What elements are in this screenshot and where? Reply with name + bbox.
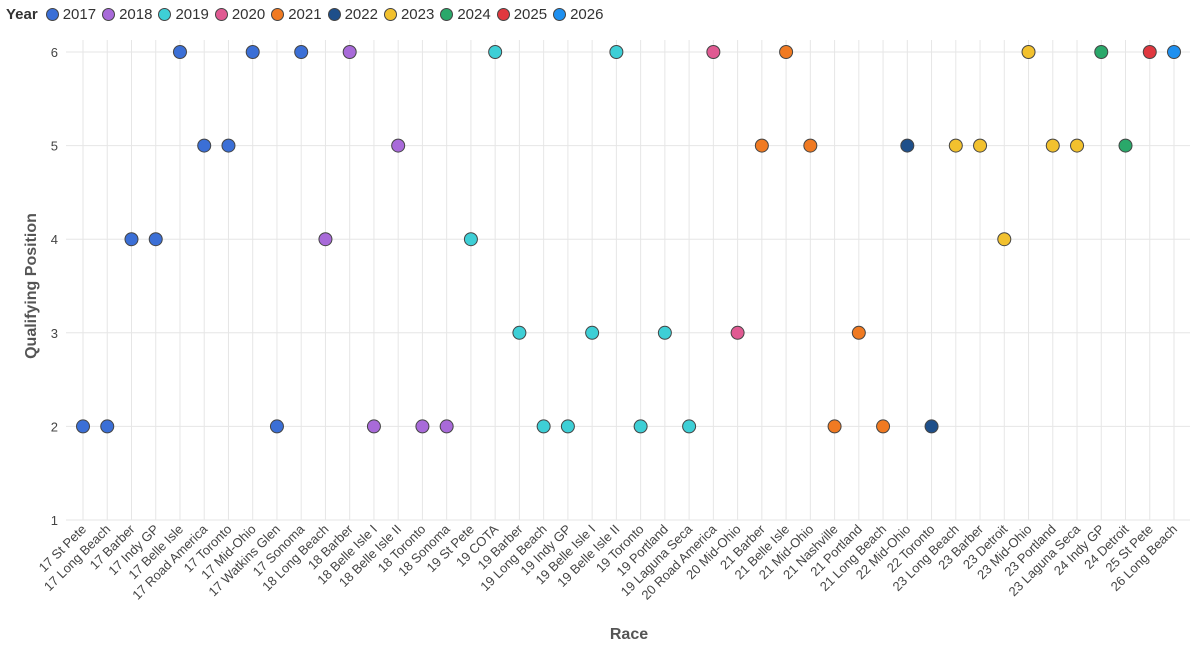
legend-swatch: [45, 8, 59, 21]
legend-swatch: [214, 8, 228, 21]
legend-title: Year: [6, 6, 38, 23]
data-point[interactable]: [1142, 45, 1157, 59]
legend-item-2022: 2022: [327, 6, 378, 23]
legend-item-2024: 2024: [440, 6, 491, 23]
y-tick-label: 5: [51, 139, 58, 154]
data-point[interactable]: [560, 419, 575, 434]
data-point[interactable]: [682, 419, 697, 434]
data-point[interactable]: [488, 45, 503, 59]
chart-legend: Year 2017 2018 2019 2020 2021 2022 2023 2024 202…: [6, 6, 609, 23]
data-point[interactable]: [803, 138, 818, 153]
data-point[interactable]: [512, 325, 527, 340]
legend-swatch: [440, 8, 454, 21]
data-point[interactable]: [197, 138, 212, 153]
legend-item-2017: 2017: [45, 6, 97, 23]
legend-item-2023: 2023: [383, 6, 435, 23]
data-point[interactable]: [439, 419, 454, 434]
data-point[interactable]: [779, 45, 794, 59]
data-point[interactable]: [1167, 45, 1181, 59]
y-tick-labels: 1 2 3 4 5 6: [51, 45, 58, 528]
y-tick-label: 6: [51, 45, 58, 60]
data-point[interactable]: [827, 419, 842, 434]
data-point[interactable]: [1021, 45, 1036, 59]
legend-item-2019: 2019: [158, 6, 209, 23]
legend-label: 2025: [513, 6, 548, 23]
data-point[interactable]: [657, 325, 672, 340]
data-point[interactable]: [1045, 138, 1060, 153]
data-point[interactable]: [851, 325, 866, 340]
data-point[interactable]: [633, 419, 648, 434]
data-point[interactable]: [366, 419, 381, 434]
legend-swatch: [327, 8, 341, 21]
legend-item-2025: 2025: [496, 6, 548, 23]
data-point[interactable]: [876, 419, 891, 434]
data-point[interactable]: [536, 419, 551, 434]
data-point[interactable]: [1070, 138, 1085, 153]
data-point[interactable]: [415, 419, 430, 434]
data-point[interactable]: [172, 45, 187, 59]
data-point[interactable]: [318, 232, 333, 247]
legend-item-2021: 2021: [271, 6, 322, 23]
legend-label: 2022: [344, 6, 378, 23]
legend-label: 2018: [119, 6, 153, 23]
legend-items: 2017 2018 2019 2020 2021 2022 2023 2024 2025 2026: [45, 6, 610, 23]
data-point[interactable]: [100, 419, 115, 434]
data-point[interactable]: [76, 419, 90, 434]
data-point[interactable]: [997, 232, 1012, 247]
legend-item-2020: 2020: [214, 6, 266, 23]
data-point[interactable]: [221, 138, 236, 153]
data-point[interactable]: [585, 325, 600, 340]
data-point[interactable]: [973, 138, 988, 153]
data-point[interactable]: [391, 138, 406, 153]
data-point[interactable]: [924, 419, 939, 434]
legend-swatch: [102, 8, 116, 21]
legend-item-2018: 2018: [102, 6, 152, 23]
legend-label: 2026: [570, 6, 604, 23]
data-point[interactable]: [463, 232, 478, 247]
legend-swatch: [496, 8, 510, 21]
y-tick-label: 1: [51, 513, 58, 528]
legend-swatch: [383, 8, 397, 21]
y-tick-label: 3: [51, 326, 58, 341]
legend-label: 2021: [288, 6, 322, 23]
legend-swatch: [553, 8, 567, 21]
data-points: [76, 45, 1181, 434]
data-point[interactable]: [948, 138, 963, 153]
data-point[interactable]: [754, 138, 769, 153]
data-point[interactable]: [706, 45, 721, 59]
y-axis-title: Qualifying Position: [23, 213, 40, 359]
legend-label: 2020: [231, 6, 266, 23]
data-point[interactable]: [148, 232, 163, 247]
legend-label: 2017: [62, 6, 97, 23]
legend-label: 2023: [400, 6, 435, 23]
y-tick-label: 4: [51, 232, 58, 247]
data-point[interactable]: [269, 419, 284, 434]
legend-label: 2024: [457, 6, 491, 23]
legend-item-2026: 2026: [553, 6, 603, 23]
data-point[interactable]: [1118, 138, 1133, 153]
data-point[interactable]: [730, 325, 745, 340]
y-tick-label: 2: [51, 419, 58, 434]
grid-lines: [66, 40, 1190, 521]
x-axis-title: Race: [610, 626, 648, 643]
data-point[interactable]: [900, 138, 915, 153]
data-point[interactable]: [294, 45, 309, 59]
data-point[interactable]: [1094, 45, 1109, 59]
data-point[interactable]: [124, 232, 139, 247]
data-point[interactable]: [609, 45, 624, 59]
legend-label: 2019: [175, 6, 209, 23]
data-point[interactable]: [245, 45, 260, 59]
legend-swatch: [158, 8, 172, 21]
legend-swatch: [271, 8, 285, 21]
data-point[interactable]: [342, 45, 357, 59]
